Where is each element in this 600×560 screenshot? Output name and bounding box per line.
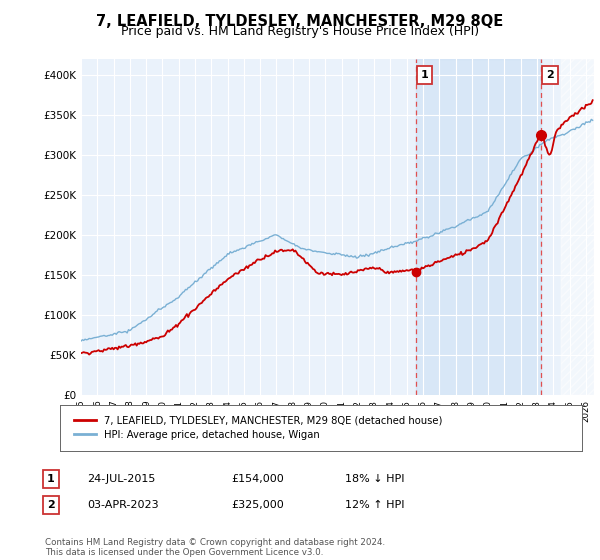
Bar: [562, 59, 594, 395]
Text: Price paid vs. HM Land Registry's House Price Index (HPI): Price paid vs. HM Land Registry's House …: [121, 25, 479, 38]
Text: 1: 1: [47, 474, 55, 484]
Bar: [562, 59, 594, 395]
Text: 7, LEAFIELD, TYLDESLEY, MANCHESTER, M29 8QE: 7, LEAFIELD, TYLDESLEY, MANCHESTER, M29 …: [97, 14, 503, 29]
Text: 24-JUL-2015: 24-JUL-2015: [87, 474, 155, 484]
Legend: 7, LEAFIELD, TYLDESLEY, MANCHESTER, M29 8QE (detached house), HPI: Average price: 7, LEAFIELD, TYLDESLEY, MANCHESTER, M29 …: [70, 412, 446, 444]
Text: Contains HM Land Registry data © Crown copyright and database right 2024.
This d: Contains HM Land Registry data © Crown c…: [45, 538, 385, 557]
Text: £325,000: £325,000: [231, 500, 284, 510]
Text: 2: 2: [47, 500, 55, 510]
Bar: [416, 59, 541, 395]
Text: 12% ↑ HPI: 12% ↑ HPI: [345, 500, 404, 510]
Text: 1: 1: [421, 70, 428, 80]
Text: £154,000: £154,000: [231, 474, 284, 484]
Text: 18% ↓ HPI: 18% ↓ HPI: [345, 474, 404, 484]
Text: 2: 2: [546, 70, 554, 80]
Text: 03-APR-2023: 03-APR-2023: [87, 500, 158, 510]
